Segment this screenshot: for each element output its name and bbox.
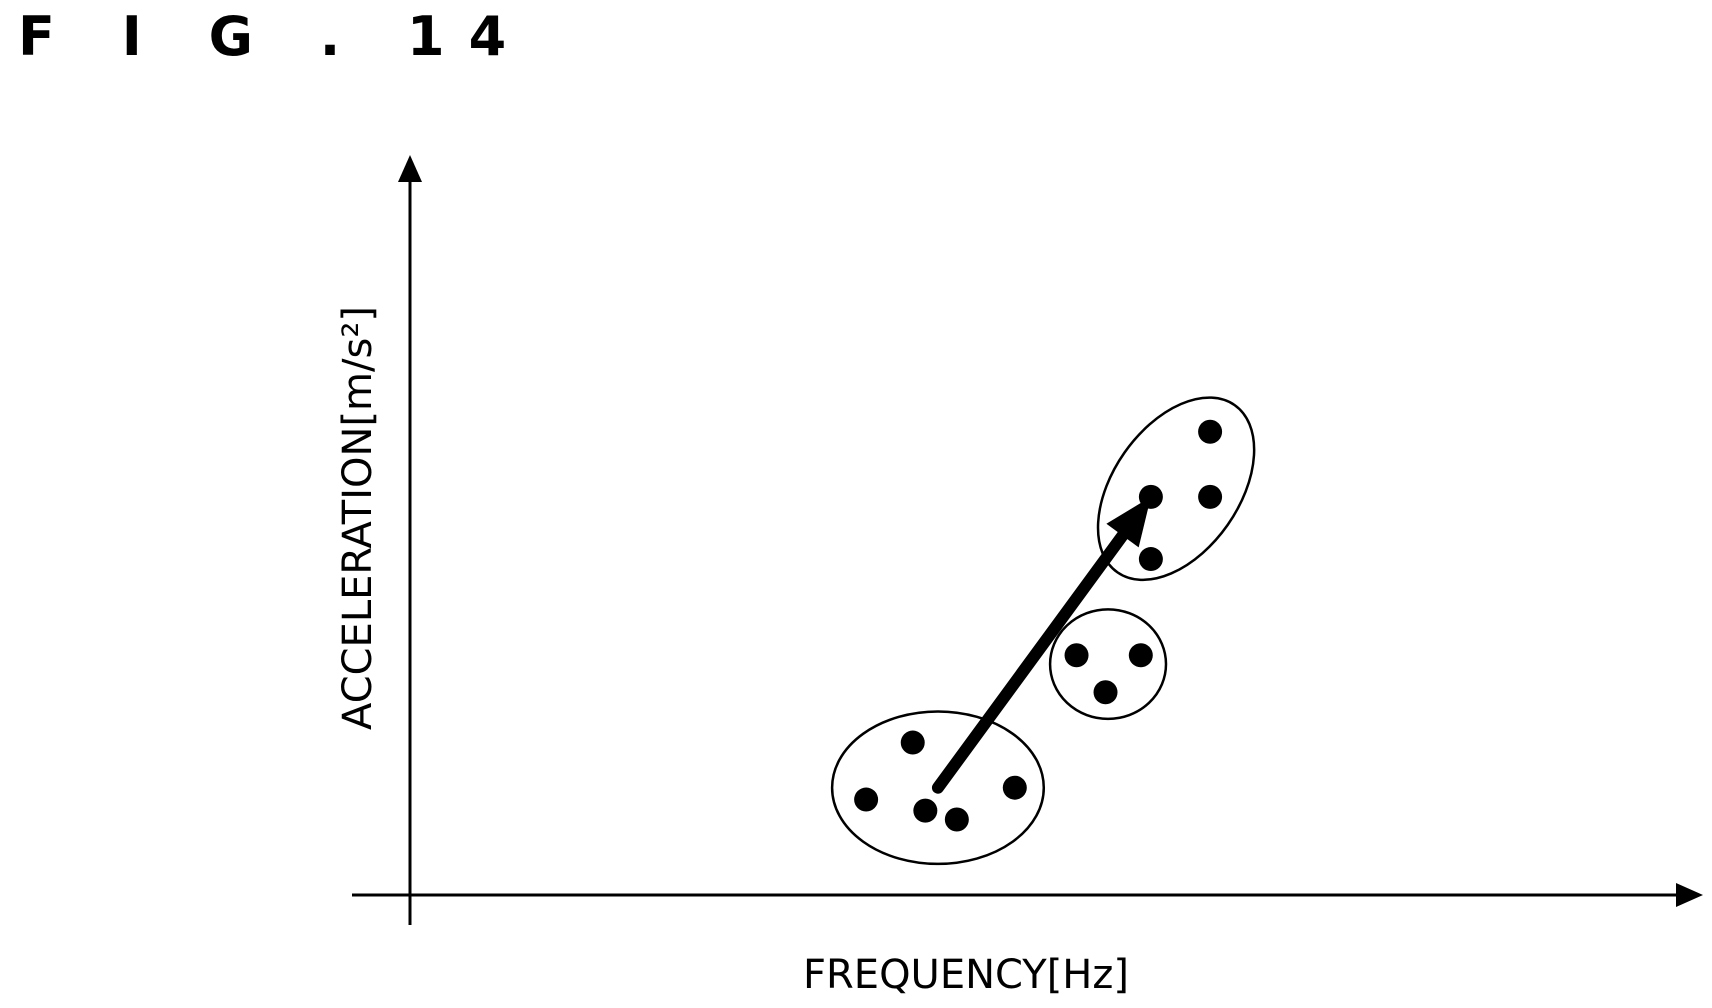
x-axis-arrowhead	[1676, 883, 1703, 907]
data-point-c2-3	[1128, 643, 1153, 668]
trend-arrow-shaft	[931, 526, 1131, 794]
cluster-ellipse-3	[1096, 396, 1256, 582]
data-point-c1-3	[913, 798, 938, 823]
data-point-c3-2	[1138, 484, 1163, 509]
data-point-c3-3	[1198, 484, 1223, 509]
y-axis-label: ACCELERATION[m∕s²]	[335, 306, 381, 730]
trend-arrow-head	[1106, 496, 1151, 548]
data-point-c1-2	[900, 730, 925, 755]
data-point-c1-4	[944, 807, 969, 832]
data-point-c1-5	[1002, 775, 1027, 800]
y-axis-arrowhead	[398, 155, 422, 182]
data-point-c3-4	[1198, 419, 1223, 444]
data-points	[854, 419, 1223, 832]
data-point-c2-1	[1064, 643, 1089, 668]
x-axis	[352, 883, 1703, 907]
data-point-c2-2	[1093, 680, 1118, 705]
data-point-c3-1	[1138, 547, 1163, 572]
y-axis	[398, 155, 422, 925]
figure-label: F I G . 14	[18, 5, 531, 68]
trend-arrow-layer	[931, 496, 1151, 794]
x-axis-label: FREQUENCY[Hz]	[803, 952, 1129, 998]
cluster-ellipse-1	[830, 710, 1046, 866]
cluster-ellipses	[830, 396, 1256, 866]
cluster-ellipse-2	[1048, 608, 1168, 721]
data-point-c1-1	[854, 787, 879, 812]
